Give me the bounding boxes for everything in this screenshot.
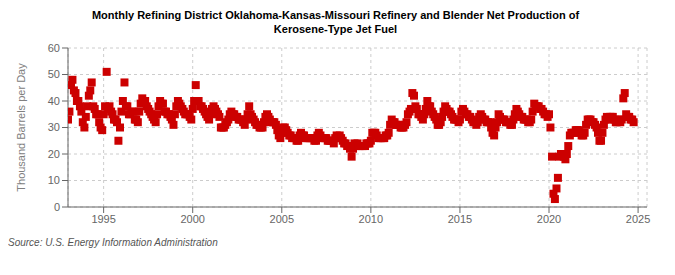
svg-text:50: 50 <box>48 68 60 80</box>
html-text:Source: U.S. Energy Informatio: Source: U.S. Energy Information Administ… <box>8 237 218 248</box>
html-text:Kerosene-Type Jet Fuel: Kerosene-Type Jet Fuel <box>273 23 398 35</box>
svg-text:20: 20 <box>48 148 60 160</box>
svg-text:30: 30 <box>48 121 60 133</box>
svg-text:Thousand Barrels per Day: Thousand Barrels per Day <box>15 63 27 192</box>
svg-text:2020: 2020 <box>537 213 561 225</box>
html-text:Monthly Refining District Okla: Monthly Refining District Oklahoma-Kansa… <box>91 9 580 21</box>
svg-text:2015: 2015 <box>448 213 472 225</box>
svg-text:60: 60 <box>48 42 60 54</box>
svg-text:2010: 2010 <box>359 213 383 225</box>
svg-text:0: 0 <box>54 201 60 213</box>
svg-text:2005: 2005 <box>270 213 294 225</box>
svg-text:2025: 2025 <box>626 213 650 225</box>
svg-text:40: 40 <box>48 95 60 107</box>
svg-text:1995: 1995 <box>91 213 115 225</box>
svg-text:2000: 2000 <box>180 213 204 225</box>
svg-text:10: 10 <box>48 174 60 186</box>
